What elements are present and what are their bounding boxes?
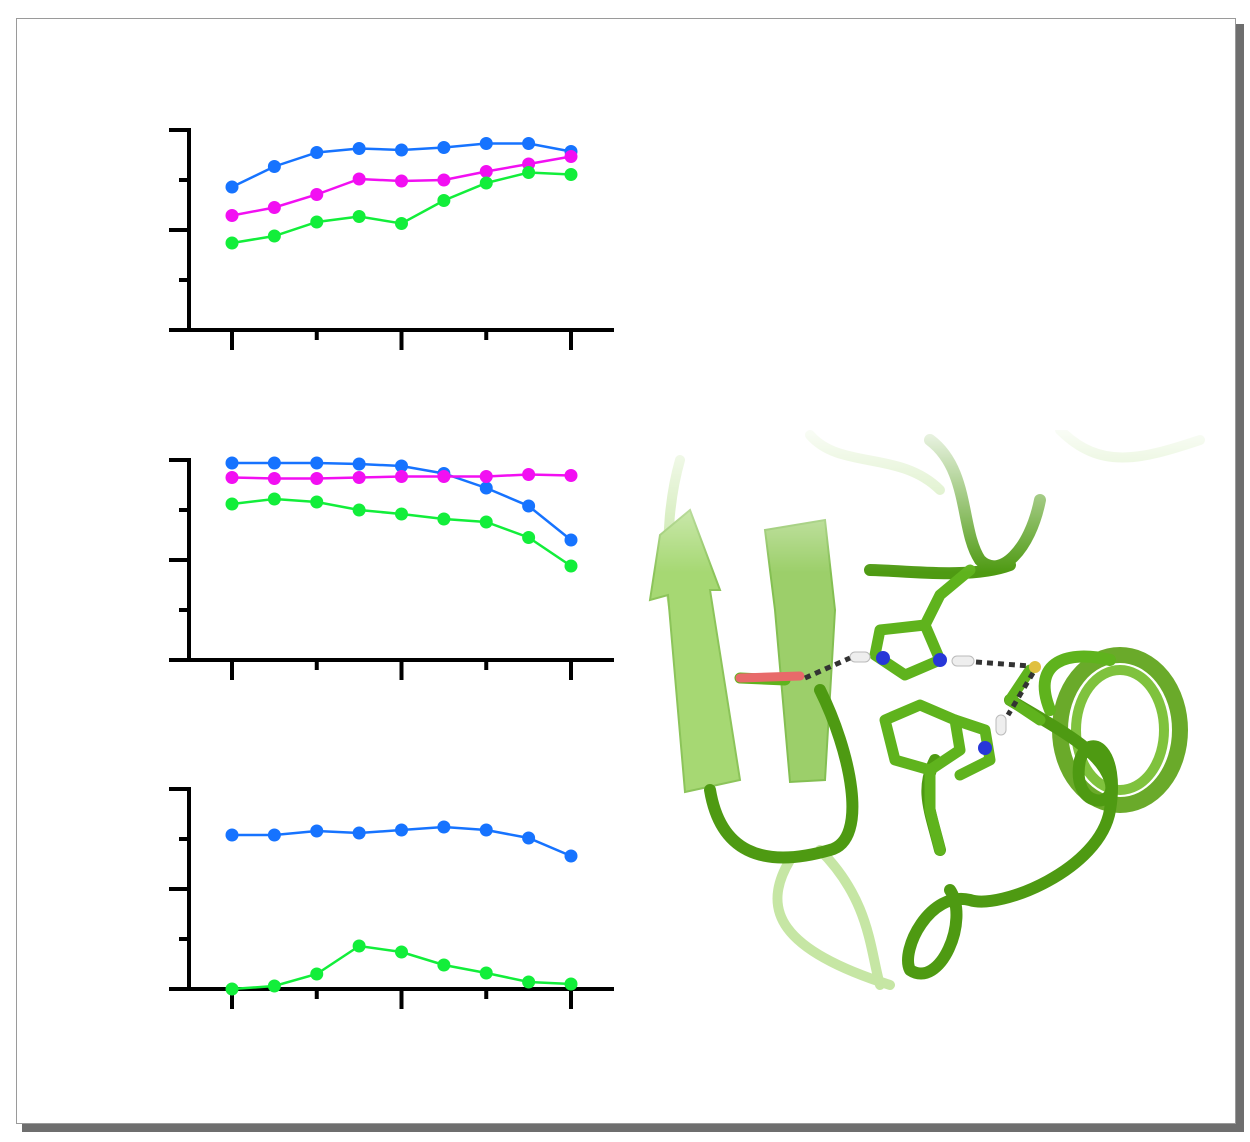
data-point-magenta xyxy=(522,468,536,481)
data-point-blue xyxy=(479,137,493,150)
data-point-green xyxy=(522,975,536,989)
data-point-blue xyxy=(225,828,239,842)
data-point-magenta xyxy=(225,209,239,222)
data-point-magenta xyxy=(395,174,408,188)
data-point-magenta xyxy=(310,188,324,201)
data-point-green xyxy=(267,492,281,506)
data-point-magenta xyxy=(437,470,451,483)
data-point-magenta xyxy=(479,470,493,483)
data-point-green xyxy=(352,503,366,517)
data-point-green xyxy=(352,210,366,223)
data-point-green xyxy=(225,982,239,996)
data-point-green xyxy=(352,939,366,953)
data-point-blue xyxy=(267,828,281,842)
data-point-green xyxy=(267,229,281,243)
data-point-blue xyxy=(522,499,536,513)
data-point-green xyxy=(522,531,536,544)
data-point-blue xyxy=(310,146,324,159)
data-point-green xyxy=(225,497,239,511)
data-point-blue xyxy=(564,533,578,547)
data-point-blue xyxy=(352,826,366,840)
data-point-green xyxy=(395,945,408,959)
data-point-blue xyxy=(395,459,408,473)
data-point-green xyxy=(310,967,324,981)
data-point-blue xyxy=(479,481,493,495)
data-point-magenta xyxy=(479,165,493,178)
data-point-blue xyxy=(225,180,239,194)
data-point-blue xyxy=(522,137,536,150)
data-point-blue xyxy=(352,457,366,471)
data-point-magenta xyxy=(564,469,578,482)
protein-structure-image xyxy=(640,430,1210,1000)
data-point-blue xyxy=(310,824,324,838)
data-point-green xyxy=(395,217,408,230)
data-point-blue xyxy=(267,456,281,470)
data-point-magenta xyxy=(437,173,451,187)
data-point-blue xyxy=(352,142,366,155)
data-point-green xyxy=(437,958,451,972)
data-point-green xyxy=(479,176,493,190)
data-point-blue xyxy=(395,143,408,157)
data-point-blue xyxy=(395,823,408,837)
data-point-green xyxy=(310,215,324,229)
data-point-green xyxy=(437,512,451,526)
data-point-green xyxy=(479,515,493,529)
data-point-magenta xyxy=(564,150,578,163)
data-point-magenta xyxy=(352,172,366,186)
data-point-magenta xyxy=(310,472,324,485)
data-point-magenta xyxy=(225,471,239,484)
data-point-green xyxy=(437,194,451,207)
data-point-blue xyxy=(564,849,578,863)
data-point-magenta xyxy=(267,472,281,485)
data-point-green xyxy=(564,168,578,181)
data-point-blue xyxy=(437,820,451,834)
data-point-magenta xyxy=(352,471,366,484)
data-point-magenta xyxy=(267,201,281,214)
data-point-green xyxy=(225,236,239,250)
data-point-blue xyxy=(225,456,239,470)
data-point-green xyxy=(395,507,408,521)
data-point-green xyxy=(564,559,578,573)
data-point-green xyxy=(522,166,536,179)
data-point-green xyxy=(564,977,578,991)
data-point-blue xyxy=(522,831,536,845)
data-point-green xyxy=(267,979,281,993)
data-point-blue xyxy=(310,456,324,470)
data-point-blue xyxy=(479,823,493,837)
data-point-green xyxy=(310,495,324,509)
data-point-magenta xyxy=(395,470,408,483)
data-point-green xyxy=(479,966,493,980)
data-point-blue xyxy=(437,141,451,154)
data-point-blue xyxy=(267,160,281,173)
